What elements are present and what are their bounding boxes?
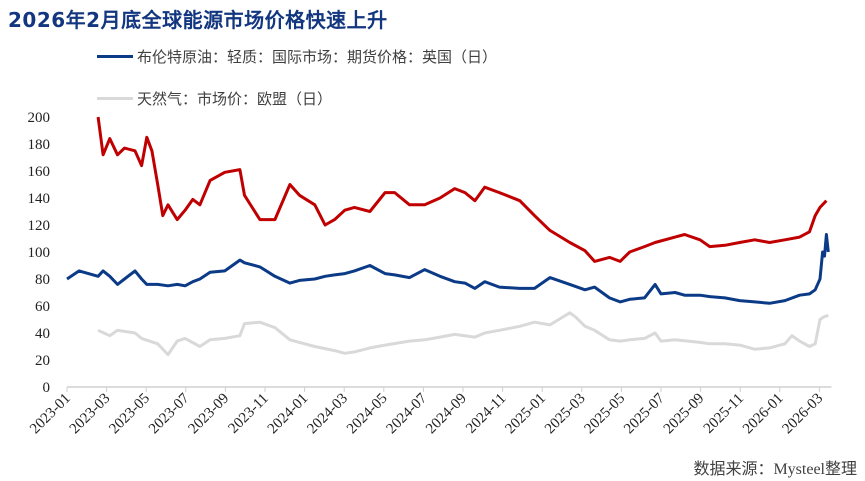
y-tick-label: 120 bbox=[28, 218, 51, 234]
x-tick-label: 2023-09 bbox=[186, 391, 233, 438]
y-tick-label: 20 bbox=[35, 353, 50, 369]
x-tick-label: 2025-11 bbox=[701, 391, 747, 437]
x-tick-label: 2026-03 bbox=[780, 391, 827, 438]
source-note: 数据来源：Mysteel整理 bbox=[693, 461, 857, 478]
legend-label-brent: 布伦特原油：轻质：国际市场：期货价格：英国（日） bbox=[137, 48, 498, 66]
x-tick-label: 2024-09 bbox=[423, 391, 470, 438]
x-tick-label: 2025-03 bbox=[542, 391, 589, 438]
x-tick-label: 2025-07 bbox=[621, 390, 668, 437]
x-tick-label: 2023-11 bbox=[226, 391, 272, 437]
legend-label-gas: 天然气：市场价：欧盟（日） bbox=[137, 90, 333, 108]
y-tick-label: 180 bbox=[28, 137, 51, 153]
x-tick-label: 2024-03 bbox=[304, 391, 351, 438]
x-tick-label: 2023-03 bbox=[67, 391, 114, 438]
x-tick-label: 2024-05 bbox=[344, 391, 391, 438]
legend-item-gas: 天然气：市场价：欧盟（日） bbox=[97, 88, 332, 109]
x-tick-label: 2025-09 bbox=[661, 391, 708, 438]
legend-swatch-gas bbox=[97, 97, 133, 100]
y-tick-label: 80 bbox=[35, 272, 50, 288]
legend-swatch-brent bbox=[97, 55, 133, 58]
y-tick-label: 40 bbox=[35, 326, 50, 342]
y-tick-label: 0 bbox=[43, 380, 51, 396]
y-tick-label: 200 bbox=[28, 110, 51, 126]
x-tick-label: 2024-11 bbox=[463, 391, 509, 437]
series-line-red bbox=[96, 116, 828, 263]
legend-item-brent: 布伦特原油：轻质：国际市场：期货价格：英国（日） bbox=[97, 46, 497, 67]
y-tick-label: 60 bbox=[35, 299, 50, 315]
x-tick-label: 2024-07 bbox=[384, 390, 431, 437]
x-tick-label: 2026-01 bbox=[740, 391, 787, 438]
chart-title: 2026年2月底全球能源市场价格快速上升 bbox=[8, 8, 388, 32]
series-line-gas bbox=[97, 311, 829, 357]
y-tick-label: 140 bbox=[28, 191, 51, 207]
x-tick-label: 2023-01 bbox=[27, 391, 74, 438]
y-tick-label: 100 bbox=[28, 245, 51, 261]
x-tick-label: 2025-01 bbox=[502, 391, 549, 438]
x-tick-label: 2023-07 bbox=[146, 390, 193, 437]
y-tick-label: 160 bbox=[28, 164, 51, 180]
x-tick-label: 2024-01 bbox=[265, 391, 312, 438]
x-tick-label: 2025-05 bbox=[582, 391, 629, 438]
series-line-brent bbox=[66, 233, 830, 305]
x-tick-label: 2023-05 bbox=[106, 391, 153, 438]
